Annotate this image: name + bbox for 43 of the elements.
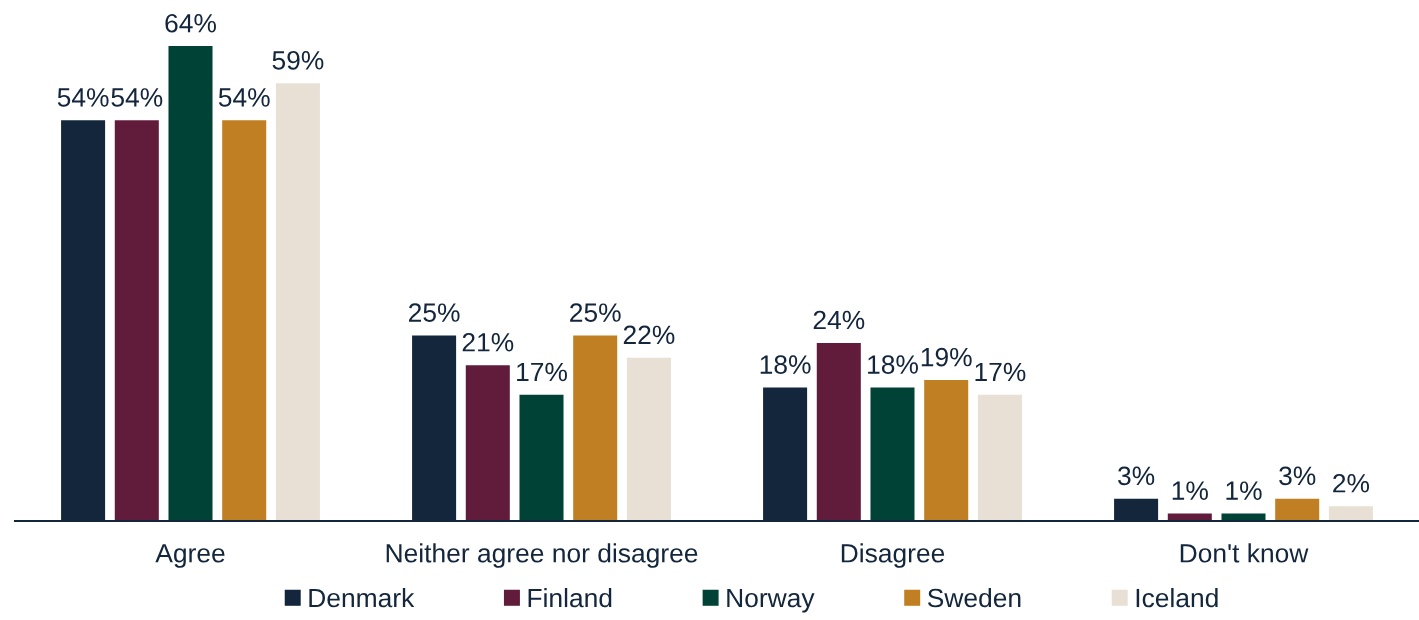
legend-label: Denmark: [309, 587, 415, 608]
bar: [275, 83, 320, 521]
data-label: 22%: [623, 325, 675, 345]
bar: [1275, 498, 1320, 521]
bar: [816, 342, 861, 521]
bar: [626, 357, 671, 521]
data-label: 1%: [1172, 481, 1208, 500]
bar: [222, 120, 267, 521]
bar: [924, 380, 969, 521]
data-label: 54%: [57, 88, 109, 107]
legend-label: Iceland: [1136, 587, 1218, 608]
data-label: 2%: [1333, 473, 1370, 493]
x-tick-label: Don't know: [1180, 543, 1309, 563]
data-label: 17%: [517, 362, 567, 382]
data-label: 25%: [570, 303, 621, 322]
bar: [168, 46, 213, 521]
bar: [1328, 506, 1373, 521]
data-label: 17%: [975, 362, 1026, 382]
bar: [573, 335, 618, 521]
legend-label: Norway: [727, 588, 815, 613]
data-label: 3%: [1118, 466, 1155, 486]
data-label: 59%: [272, 50, 324, 70]
legend-label: Finland: [528, 587, 612, 608]
legend-label: Sweden: [927, 587, 1021, 608]
bar: [465, 365, 510, 521]
x-tick-label: Agree: [155, 544, 225, 568]
data-label: 1%: [1226, 481, 1262, 500]
bar: [977, 394, 1022, 521]
data-label: 3%: [1279, 466, 1316, 486]
data-label: 25%: [409, 303, 460, 322]
bar: [114, 120, 159, 521]
data-label: 24%: [813, 310, 865, 330]
data-label: 19%: [921, 347, 972, 367]
data-label: 21%: [462, 332, 514, 352]
data-label: 18%: [760, 355, 811, 374]
x-tick-label: Neither agree nor disagree: [386, 543, 698, 568]
data-label: 54%: [218, 88, 270, 107]
x-tick-label: Disagree: [841, 543, 945, 568]
data-label: 54%: [111, 88, 163, 107]
data-label: 64%: [165, 13, 216, 33]
bar: [519, 394, 564, 521]
data-label: 18%: [868, 355, 918, 374]
bar: [870, 387, 915, 521]
